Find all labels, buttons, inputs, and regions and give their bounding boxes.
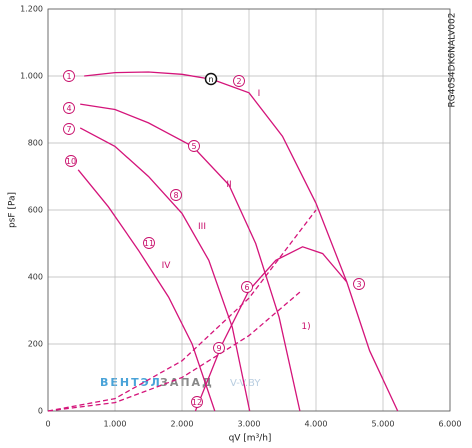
curve-marker [213, 342, 225, 354]
annotation: 10 [66, 157, 76, 166]
annotation: III [198, 222, 206, 232]
annotation: IV [162, 261, 172, 271]
watermark: ЗАПАД [160, 376, 214, 389]
annotation: 9 [216, 344, 221, 353]
model-code: RG40S4DK6NALV002 [448, 13, 458, 108]
annotation: 11 [144, 239, 154, 248]
annotation: 4 [66, 104, 71, 113]
curve-marker [143, 237, 155, 249]
y-tick-label: 0 [38, 407, 43, 416]
y-tick-label: 200 [28, 340, 43, 349]
annotation: I [258, 89, 261, 99]
annotation: 2 [236, 77, 241, 86]
annotation: 1 [66, 72, 71, 81]
curve-marker [63, 123, 75, 135]
curve [47, 209, 317, 412]
y-tick-label: 1.200 [20, 5, 43, 14]
curve [80, 103, 301, 412]
x-tick-label: 0 [45, 420, 50, 429]
annotation: 8 [173, 191, 178, 200]
curve-marker [353, 278, 365, 290]
curve [77, 169, 216, 412]
annotation: 6 [244, 283, 249, 292]
annotation: n [208, 75, 213, 84]
annotation: 12 [192, 398, 202, 407]
y-axis-label: psF [Pa] [8, 192, 18, 228]
curve-marker [170, 189, 182, 201]
watermark: ВЕНТЭЛ [100, 376, 162, 389]
curve-marker [188, 140, 200, 152]
curve-marker [233, 75, 245, 87]
y-tick-label: 800 [28, 139, 43, 148]
x-tick-label: 5.000 [372, 420, 395, 429]
curve-marker [241, 281, 253, 293]
annotation: 1) [301, 322, 310, 332]
curve-marker [63, 70, 75, 82]
curve-marker [65, 155, 77, 167]
x-tick-label: 2.000 [171, 420, 194, 429]
x-tick-label: 4.000 [305, 420, 328, 429]
annotation: 3 [356, 280, 361, 289]
annotation: 7 [66, 125, 71, 134]
curve-marker [191, 396, 203, 408]
x-tick-label: 3.000 [238, 420, 261, 429]
annotation: 5 [191, 142, 196, 151]
y-tick-label: 1.000 [20, 72, 43, 81]
x-tick-label: 1.000 [104, 420, 127, 429]
curve [79, 127, 251, 412]
curve [84, 71, 399, 412]
curve-marker [63, 102, 75, 114]
x-tick-label: 6.000 [439, 420, 462, 429]
annotation: II [226, 180, 231, 190]
curve [194, 246, 348, 412]
y-tick-label: 400 [28, 273, 43, 282]
curve [47, 291, 301, 412]
y-tick-label: 600 [28, 206, 43, 215]
plot-frame [47, 8, 451, 412]
x-axis-label: qV [m³/h] [229, 434, 272, 444]
watermark: V-V.BY [230, 378, 261, 389]
curve-marker [204, 72, 218, 86]
